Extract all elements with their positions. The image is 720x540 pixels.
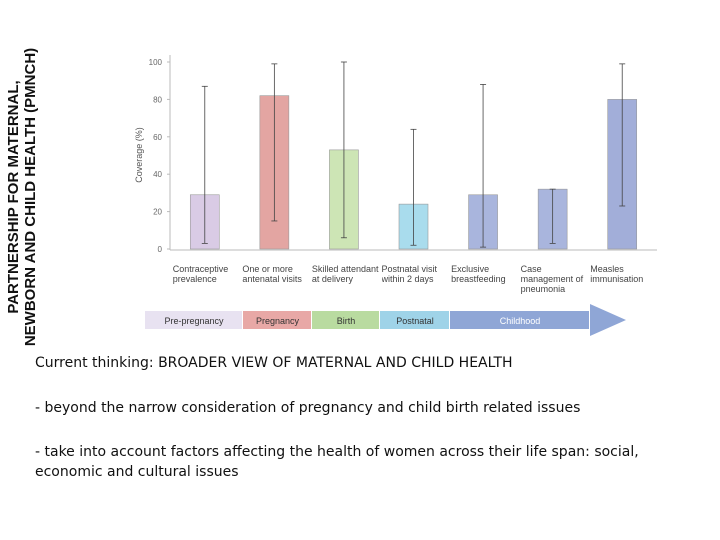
- y-tick-label: 80: [153, 95, 162, 104]
- x-tick-label: Case management of pneumonia: [520, 264, 584, 294]
- phase-label: Postnatal: [396, 316, 434, 326]
- bullet: - beyond the narrow consideration of pre…: [35, 400, 581, 416]
- x-label-box: Exclusive breastfeeding: [451, 264, 506, 284]
- phase-label: Pre-pregnancy: [164, 316, 224, 326]
- x-label-box: Postnatal visit within 2 days: [381, 264, 438, 284]
- bullet: - take into account factors affecting th…: [35, 444, 639, 480]
- phase-segment: [312, 311, 379, 329]
- phase-label: Pregnancy: [256, 316, 300, 326]
- y-tick-label: 60: [153, 133, 162, 142]
- phase-segment: [145, 311, 242, 329]
- x-tick-label: Postnatal visit within 2 days: [381, 264, 438, 284]
- heading: Current thinking: BROADER VIEW OF MATERN…: [35, 355, 513, 371]
- y-tick-label: 100: [149, 58, 163, 67]
- y-tick-label: 0: [158, 245, 163, 254]
- y-tick-label: 40: [153, 170, 162, 179]
- phase-label: Birth: [337, 316, 356, 326]
- x-label-box: Measles immunisation: [590, 264, 644, 284]
- x-label-box: Skilled attendant at delivery: [311, 264, 379, 284]
- phase-segment: [380, 311, 449, 329]
- x-tick-label: Skilled attendant at delivery: [311, 264, 379, 284]
- phase-arrowhead: [590, 304, 626, 336]
- phase-label: Childhood: [500, 316, 541, 326]
- x-tick-label: Measles immunisation: [590, 264, 644, 284]
- x-label-box: Case management of pneumonia: [520, 264, 584, 294]
- x-label-box: Contraceptive prevalence: [172, 264, 229, 284]
- phase-segment: [450, 311, 589, 329]
- x-tick-label: One or more antenatal visits: [242, 264, 302, 284]
- chart: Coverage (%) 0 20 40 60 80 100 Contraceptive p…: [134, 55, 657, 336]
- x-label-box: One or more antenatal visits: [242, 264, 302, 284]
- y-axis-label: Coverage (%): [134, 127, 144, 183]
- x-tick-label: Contraceptive prevalence: [172, 264, 229, 284]
- phase-segment: [243, 311, 311, 329]
- y-tick-label: 20: [153, 208, 162, 217]
- x-tick-label: Exclusive breastfeeding: [451, 264, 506, 284]
